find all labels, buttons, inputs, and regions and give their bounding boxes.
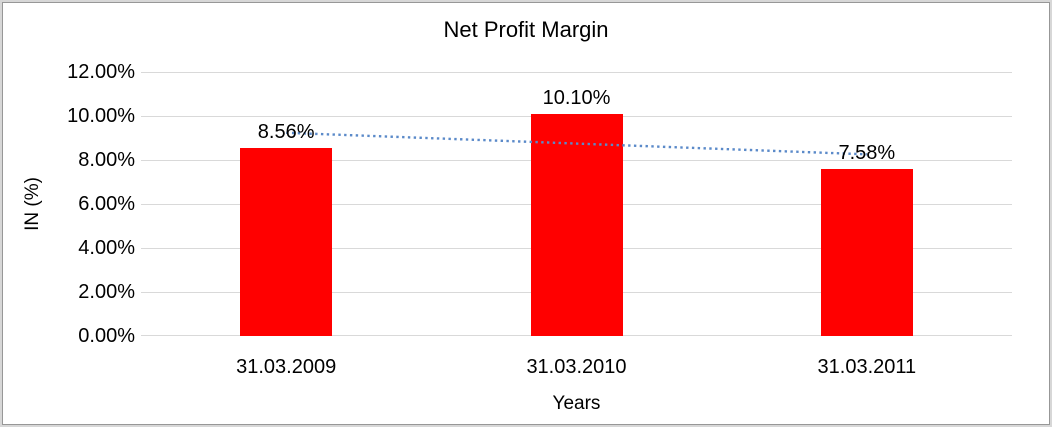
trendline-segment[interactable]	[286, 131, 867, 156]
y-tick-label: 0.00%	[78, 325, 135, 347]
y-tick-label: 2.00%	[78, 281, 135, 303]
y-tick-label: 6.00%	[78, 193, 135, 215]
bar-31.03.2011[interactable]	[820, 169, 913, 336]
y-tick-label: 12.00%	[67, 61, 135, 83]
x-tick-label: 31.03.2010	[526, 356, 627, 378]
trendline[interactable]	[141, 72, 1012, 336]
plot-area	[141, 72, 1012, 336]
x-axis-title: Years	[552, 393, 601, 414]
chart-title: Net Profit Margin	[443, 17, 609, 42]
bar-31.03.2010[interactable]	[530, 113, 623, 336]
data-label: 7.58%	[838, 142, 896, 165]
y-tick-label: 10.00%	[67, 105, 135, 127]
x-tick-label: 31.03.2011	[817, 356, 917, 378]
data-label: 10.10%	[542, 86, 611, 109]
x-tick-label: 31.03.2009	[236, 356, 337, 378]
y-tick-label: 8.00%	[78, 149, 135, 171]
y-tick-label: 4.00%	[78, 237, 135, 259]
bar-31.03.2009[interactable]	[240, 147, 333, 336]
data-label: 8.56%	[257, 120, 315, 143]
gridline	[141, 72, 1012, 73]
